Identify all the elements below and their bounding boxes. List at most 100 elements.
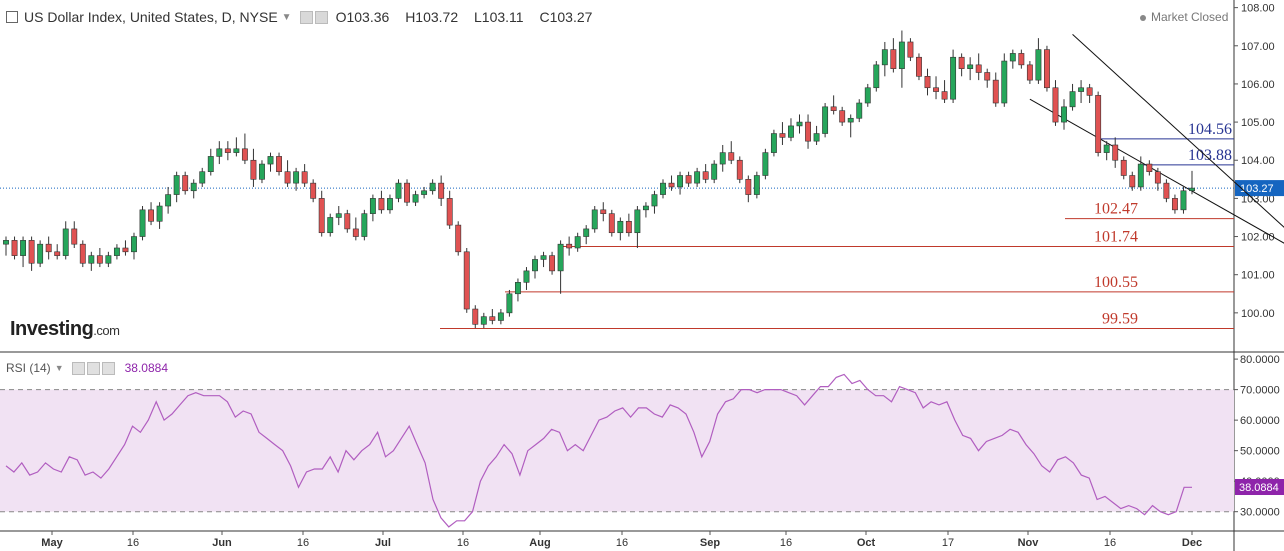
gear-icon[interactable] [314, 10, 328, 24]
candle-body [1129, 175, 1136, 188]
rsi-line [5, 373, 1192, 528]
candle-body [113, 247, 120, 256]
gear-icon[interactable] [86, 361, 100, 375]
candle-body [523, 270, 530, 283]
candle-body [514, 282, 521, 295]
price-tick-label: 102.00 [1241, 232, 1275, 244]
candle-body [992, 79, 999, 104]
candle-body [148, 209, 154, 222]
candle-body [685, 175, 692, 184]
candle-body [660, 182, 666, 195]
candle-body [3, 240, 9, 245]
candle-body [549, 255, 556, 272]
candle-body [335, 213, 342, 218]
candle-body [634, 209, 641, 234]
candle-body [1035, 49, 1042, 81]
candle-body [480, 316, 487, 325]
open-value: O103.36 [335, 9, 390, 25]
candle-body [770, 133, 777, 153]
close-value: C103.27 [539, 9, 593, 25]
candle-body [207, 156, 214, 172]
candle-body [1095, 95, 1102, 153]
candle-body [728, 152, 735, 161]
candle-body [446, 198, 453, 226]
candle-body [37, 243, 44, 264]
price-tick-label: 103.00 [1241, 193, 1275, 205]
candle-body [1137, 163, 1144, 188]
rsi-tick-label: 60.0000 [1240, 415, 1280, 427]
time-tick-label: 16 [127, 537, 139, 549]
candle-body [907, 41, 914, 58]
candle-body [489, 316, 496, 321]
candle-body [916, 56, 922, 77]
candle-body [472, 308, 479, 325]
settings-icon[interactable] [299, 10, 313, 24]
visibility-icon[interactable] [71, 361, 85, 375]
candle-body [412, 194, 419, 203]
candle-body [668, 182, 675, 188]
level-label: 101.74 [1094, 228, 1138, 245]
candle-body [79, 243, 86, 264]
ohlc-values: O103.36 H103.72 L103.11 C103.27 [336, 9, 605, 25]
candle-body [318, 198, 325, 234]
candle-body [71, 228, 78, 245]
candle-body [617, 220, 624, 234]
candle-body [967, 64, 974, 69]
candle-body [600, 209, 607, 214]
candle-body [20, 240, 27, 256]
candle-body [497, 312, 504, 321]
candle-body [438, 182, 445, 199]
candle-body [805, 121, 811, 142]
investing-logo: Investing.com [10, 318, 120, 341]
rsi-band [0, 389, 1234, 512]
time-tick-label: Nov [1018, 537, 1040, 549]
price-tick-label: 101.00 [1241, 270, 1275, 282]
candle-body [753, 175, 760, 195]
instrument-title[interactable]: US Dollar Index, United States, D, NYSE [24, 9, 278, 25]
candle-body [1189, 187, 1195, 192]
candle-body [429, 182, 436, 192]
candle-body [165, 194, 172, 207]
candle-body [651, 194, 658, 207]
logo-suffix: .com [93, 323, 120, 338]
chevron-down-icon[interactable]: ▼ [281, 11, 292, 23]
candle-body [1120, 159, 1127, 176]
candle-body [404, 182, 410, 203]
candle-body [1112, 144, 1119, 161]
candle-body [736, 159, 743, 180]
candle-body [28, 240, 35, 264]
candle-body [532, 259, 538, 272]
candle-body [395, 182, 402, 199]
candle-body [788, 125, 794, 138]
candle-body [822, 106, 829, 134]
candle-body [344, 213, 351, 230]
rsi-label[interactable]: RSI (14) [6, 361, 51, 375]
time-tick-label: 16 [457, 537, 469, 549]
close-icon[interactable] [101, 361, 115, 375]
candle-body [975, 64, 982, 73]
candle-body [131, 236, 137, 253]
candle-body [62, 228, 69, 256]
candle-body [455, 224, 462, 253]
candle-body [873, 64, 880, 89]
candle-body [1052, 87, 1059, 123]
candle-body [933, 87, 939, 92]
chevron-down-icon[interactable]: ▼ [54, 363, 64, 373]
low-value: L103.11 [474, 9, 524, 25]
status-dot-icon [1140, 14, 1146, 21]
candle-body [1163, 182, 1170, 199]
level-label: 104.56 [1188, 121, 1232, 138]
candle-body [1061, 106, 1067, 123]
current-price-label: 103.27 [1240, 183, 1274, 195]
level-label: 100.55 [1094, 274, 1138, 291]
candle-body [950, 56, 957, 100]
rsi-current-label: 38.0884 [1239, 482, 1279, 494]
candle-body [1171, 198, 1178, 211]
rsi-tick-label: 30.0000 [1240, 507, 1280, 519]
candle-body [96, 255, 103, 264]
candle-body [378, 198, 385, 211]
collapse-icon[interactable] [6, 11, 18, 23]
candle-body [898, 41, 905, 69]
time-tick-label: May [41, 537, 63, 549]
